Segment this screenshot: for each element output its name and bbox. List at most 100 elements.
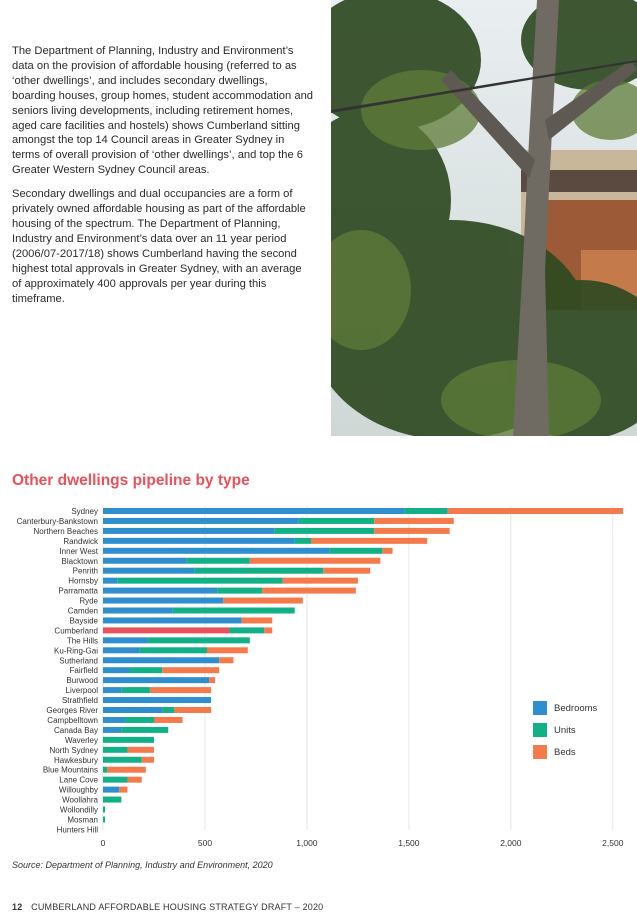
bar-beds <box>262 587 356 594</box>
bar-beds <box>249 557 381 564</box>
legend-swatch-bedrooms <box>533 701 547 715</box>
bar-units <box>329 547 383 554</box>
category-label: Hawkesbury <box>54 756 98 765</box>
bar-bedrooms <box>103 627 230 634</box>
intro-text: The Department of Planning, Industry and… <box>12 44 314 315</box>
bar-bedrooms <box>103 607 173 614</box>
bar-bedrooms <box>103 667 130 674</box>
bar-bedrooms <box>103 687 122 694</box>
category-label: Blacktown <box>62 557 98 566</box>
bar-units <box>147 637 250 644</box>
bar-bedrooms <box>103 657 220 664</box>
category-label: Inner West <box>59 547 98 556</box>
bar-bedrooms <box>103 587 218 594</box>
category-label: Sydney <box>71 507 98 516</box>
bar-beds <box>127 776 142 783</box>
category-label: Willoughby <box>59 786 98 795</box>
intro-paragraph-1: The Department of Planning, Industry and… <box>12 45 314 177</box>
page-number: 12 <box>12 902 23 912</box>
bar-beds <box>162 667 220 674</box>
bar-bedrooms <box>103 697 212 704</box>
category-label: Liverpool <box>66 686 99 695</box>
bar-units <box>404 508 448 514</box>
tree-photo-image <box>331 0 637 436</box>
legend-item-bedrooms: Bedrooms <box>533 697 597 719</box>
bar-beds <box>447 508 623 514</box>
bar-units <box>103 816 106 823</box>
bar-bedrooms <box>103 547 330 554</box>
category-label: The Hills <box>67 636 98 645</box>
bar-beds <box>374 527 450 534</box>
legend-label-units: Units <box>554 724 576 736</box>
bar-beds <box>127 746 154 753</box>
bar-units <box>103 746 128 753</box>
bar-bedrooms <box>103 726 122 733</box>
bar-units <box>139 647 207 654</box>
bar-bedrooms <box>103 677 210 684</box>
bar-beds <box>241 617 273 624</box>
category-label: Parramatta <box>58 587 98 596</box>
category-label: Hornsby <box>68 577 98 586</box>
bar-units <box>298 517 375 524</box>
bar-chart: 0 500 1,000 1,500 2,000 2,500 SydneyCanterbury… <box>17 506 624 848</box>
bar-bedrooms <box>103 707 163 713</box>
category-label: Mosman <box>67 815 98 824</box>
category-label: Blue Mountains <box>43 766 98 775</box>
bar-beds <box>174 707 212 713</box>
bar-bedrooms <box>103 786 120 793</box>
legend-swatch-units <box>533 723 547 737</box>
category-label: North Sydney <box>50 746 98 755</box>
bar-units <box>162 707 175 713</box>
bar-beds <box>153 716 183 723</box>
bar-bedrooms <box>103 567 195 574</box>
page-footer: 12 CUMBERLAND AFFORDABLE HOUSING STRATEG… <box>12 902 323 912</box>
bar-beds <box>119 786 128 793</box>
chart-source: Source: Department of Planning, Industry… <box>12 860 273 870</box>
bar-units <box>121 726 169 733</box>
bar-beds <box>223 597 303 604</box>
category-label: Georges River <box>46 706 98 715</box>
category-label: Strathfield <box>62 696 98 705</box>
bar-bedrooms <box>103 508 405 514</box>
bar-units <box>121 687 150 694</box>
category-label: Fairfield <box>70 666 98 675</box>
bar-units <box>103 736 154 743</box>
bar-bedrooms <box>103 647 140 654</box>
legend-label-bedrooms: Bedrooms <box>554 702 598 714</box>
category-label: Ryde <box>79 597 98 606</box>
bar-units <box>103 796 122 803</box>
bar-beds <box>374 517 454 524</box>
bar-beds <box>207 647 248 654</box>
bar-beds <box>107 766 146 773</box>
x-tick-label: 0 <box>101 838 106 848</box>
bar-beds <box>311 537 428 544</box>
bar-bedrooms <box>103 527 275 534</box>
category-label: Northern Beaches <box>34 527 98 536</box>
bar-units <box>117 577 283 584</box>
x-tick-label: 2,000 <box>500 838 522 848</box>
x-tick-label: 2,500 <box>602 838 624 848</box>
bar-bedrooms <box>103 716 126 723</box>
bar-units <box>229 627 265 634</box>
chart-legend: Bedrooms Units Beds <box>533 697 597 763</box>
bar-beds <box>382 547 393 554</box>
bar-units <box>103 806 106 813</box>
legend-swatch-beds <box>533 745 547 759</box>
bar-units <box>103 756 142 763</box>
category-label: Randwick <box>63 537 99 546</box>
category-label: Waverley <box>65 736 98 745</box>
tree-photo <box>331 0 637 436</box>
legend-item-units: Units <box>533 719 597 741</box>
bar-beds <box>282 577 358 584</box>
category-label: Wollondilly <box>60 806 98 815</box>
category-label: Sutherland <box>59 656 98 665</box>
bar-beds <box>219 657 234 664</box>
bar-units <box>194 567 324 574</box>
category-label: Hunters Hill <box>57 825 99 834</box>
bar-units <box>294 537 311 544</box>
bar-units <box>125 716 154 723</box>
legend-label-beds: Beds <box>554 746 576 758</box>
bar-units <box>217 587 263 594</box>
bar-units <box>172 607 295 614</box>
bar-bedrooms <box>103 557 187 564</box>
